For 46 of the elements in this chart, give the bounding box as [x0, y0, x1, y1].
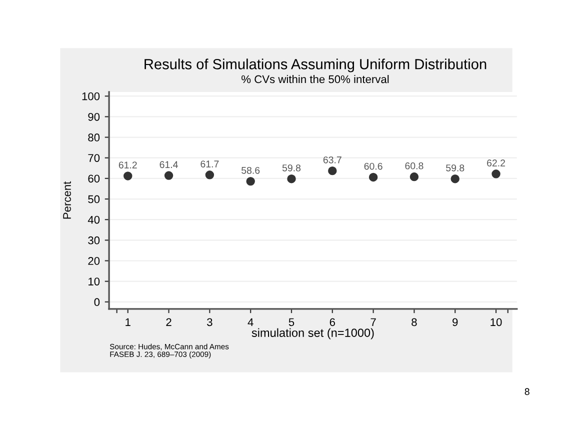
y-tick-label: 30: [88, 236, 100, 244]
y-axis-title: Percent: [63, 181, 71, 219]
x-tick-label: 9: [452, 318, 458, 326]
x-tick-label: 10: [490, 318, 502, 326]
x-tick-label: 7: [370, 318, 376, 326]
chart-title: Results of Simulations Assuming Uniform Distribution: [144, 58, 486, 72]
y-tick-label: 60: [88, 174, 100, 183]
y-tick-label: 50: [88, 195, 100, 204]
point: [124, 172, 132, 180]
point: [205, 170, 214, 180]
y-tick-label: 0: [94, 298, 100, 306]
y-tick-label: 20: [88, 257, 100, 265]
point: [328, 166, 337, 176]
point: [492, 170, 500, 178]
y-tick-label: 40: [88, 216, 100, 224]
point: [246, 176, 255, 186]
x-tick-label: 4: [248, 318, 254, 326]
point: [450, 174, 460, 184]
data-label: 60.6: [364, 162, 382, 170]
data-label: 61.2: [118, 162, 137, 168]
y-tick-label: 70: [88, 154, 100, 162]
data-label: 60.8: [405, 162, 424, 170]
point: [368, 172, 378, 182]
point: [164, 171, 174, 180]
y-tick-label: 90: [88, 112, 100, 121]
data-label: 61.7: [200, 160, 219, 168]
x-tick-label: 1: [126, 318, 130, 326]
y-tick-label: 80: [88, 134, 100, 142]
data-label: 63.7: [323, 156, 342, 164]
data-label: 58.6: [242, 166, 260, 174]
x-tick-label: 8: [412, 318, 417, 326]
y-tick-label: 100: [82, 92, 100, 100]
x-axis-title: simulation set (n=1000): [252, 328, 374, 340]
x-tick-label: 5: [288, 318, 294, 326]
data-label: 59.8: [282, 164, 301, 172]
data-label: 61.4: [160, 161, 178, 168]
data-label: 62.2: [487, 160, 505, 166]
y-tick-label: 10: [88, 278, 100, 286]
text: 8: [524, 388, 530, 396]
x-tick-label: 2: [166, 318, 172, 326]
x-tick-label: 3: [207, 318, 212, 326]
chart-subtitle: % CVs within the 50% interval: [242, 75, 389, 84]
data-label: 59.8: [446, 164, 464, 172]
point: [410, 172, 419, 182]
point: [287, 174, 296, 184]
x-tick-label: 6: [330, 318, 335, 326]
